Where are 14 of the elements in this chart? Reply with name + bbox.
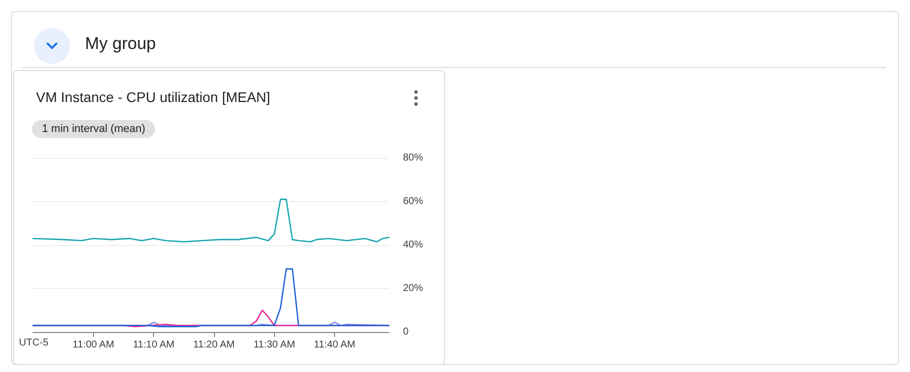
y-tick-label: 20% bbox=[403, 283, 424, 294]
text: My group bbox=[85, 34, 156, 54]
y-tick-label: 60% bbox=[403, 196, 424, 207]
x-tick-label: 11:30 AM bbox=[254, 340, 296, 350]
chart-subtitle: 1 min interval (mean) bbox=[32, 120, 156, 138]
text: UTC-5 bbox=[19, 338, 49, 348]
x-tick-label: 11:10 AM bbox=[132, 340, 174, 350]
x-tick-label: 11:40 AM bbox=[314, 340, 356, 350]
x-tick-label: 11:20 AM bbox=[193, 340, 235, 350]
y-tick-label: 80% bbox=[403, 152, 424, 164]
y-tick-label: 40% bbox=[403, 240, 424, 250]
x-tick-label: 11:00 AM bbox=[72, 340, 114, 350]
chart-title: VM Instance - CPU utilization [MEAN] bbox=[36, 89, 270, 105]
y-tick-label: 0 bbox=[403, 326, 409, 338]
